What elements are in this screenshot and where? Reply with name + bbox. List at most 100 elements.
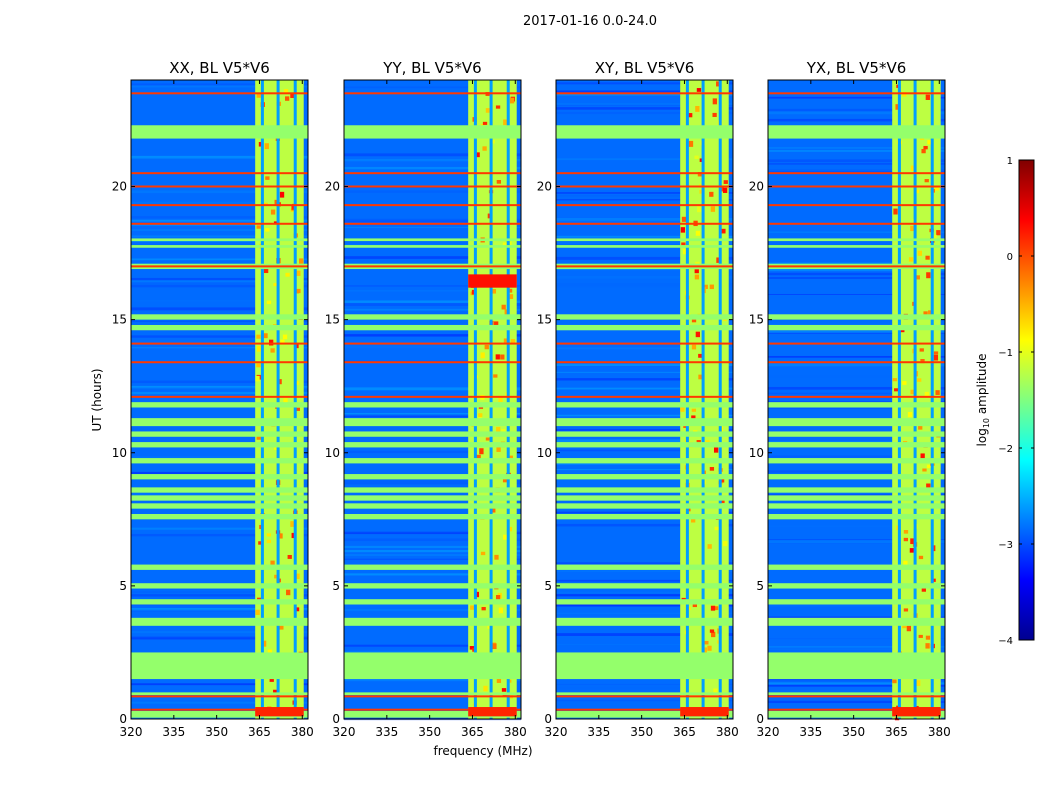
x-tick-label: 350	[630, 725, 653, 739]
y-tick-label: 5	[756, 579, 764, 593]
flagged-time-band	[131, 495, 308, 501]
noise-row	[556, 107, 733, 110]
noise-row	[344, 308, 521, 311]
rfi-line	[131, 172, 308, 175]
flagged-time-band	[344, 692, 521, 696]
flagged-time-band	[556, 652, 733, 680]
rfi-cell	[282, 334, 288, 340]
rfi-cell	[694, 155, 699, 159]
rfi-cell	[290, 92, 295, 99]
rfi-channel-gap	[506, 80, 510, 719]
flagged-time-band	[344, 564, 521, 570]
noise-row	[556, 683, 733, 686]
rfi-line	[556, 265, 733, 268]
rfi-cell	[507, 288, 513, 293]
y-tick-label: 0	[332, 712, 340, 726]
rfi-cell	[496, 426, 501, 432]
noise-row	[344, 609, 521, 612]
x-tick-label: 380	[716, 725, 739, 739]
x-tick-label: 365	[248, 725, 271, 739]
colorbar-tick-label: 1	[1007, 156, 1013, 167]
flagged-time-band	[556, 431, 733, 437]
rfi-cell	[283, 398, 288, 404]
rfi-cell	[263, 267, 269, 274]
rfi-cell	[287, 554, 292, 559]
noise-row	[344, 86, 521, 88]
noise-row	[131, 284, 308, 288]
rfi-cell	[680, 227, 686, 233]
rfi-line	[768, 222, 945, 225]
noise-row	[556, 82, 733, 85]
rfi-cell	[285, 272, 290, 277]
noise-row	[344, 303, 521, 306]
flagged-time-band	[556, 458, 733, 464]
flagged-time-band	[768, 513, 945, 520]
rfi-cell	[710, 605, 716, 611]
rfi-cell	[713, 688, 718, 695]
rfi-cell	[924, 391, 929, 398]
rfi-line	[768, 708, 945, 711]
rfi-cell	[501, 304, 506, 310]
rfi-cell	[509, 97, 515, 104]
rfi-cell	[691, 517, 696, 523]
rfi-cell	[503, 119, 508, 126]
noise-row	[344, 482, 521, 485]
rfi-cell	[255, 609, 260, 615]
flagged-time-band	[131, 617, 308, 626]
rfi-cell	[917, 250, 922, 256]
colorbar	[1018, 159, 1035, 641]
noise-row	[556, 241, 733, 244]
rfi-cell	[927, 140, 932, 145]
rfi-cell	[490, 139, 495, 144]
rfi-cell	[695, 230, 701, 236]
rfi-cell	[296, 288, 301, 294]
noise-row	[131, 591, 308, 593]
rfi-cell	[680, 406, 685, 412]
rfi-cell	[907, 412, 913, 418]
noise-row	[131, 201, 308, 204]
noise-row	[768, 700, 945, 704]
noise-row	[556, 103, 733, 106]
rfi-cell	[894, 388, 899, 392]
noise-row	[556, 217, 733, 221]
noise-row	[344, 550, 521, 553]
flagged-time-band	[556, 314, 733, 320]
flagged-time-band	[556, 692, 733, 696]
rfi-line	[768, 204, 945, 207]
noise-row	[556, 347, 733, 350]
rfi-cell	[495, 105, 501, 109]
rfi-cell	[470, 605, 475, 610]
noise-row	[131, 219, 308, 222]
y-tick-label: 15	[325, 313, 340, 327]
flagged-time-band	[344, 711, 521, 718]
rfi-cell	[917, 378, 922, 382]
y-tick-label: 10	[325, 446, 340, 460]
noise-row	[344, 226, 521, 229]
rfi-cell	[483, 685, 488, 692]
rfi-cell	[932, 234, 937, 240]
rfi-cell	[716, 257, 721, 263]
noise-row	[131, 280, 308, 282]
rfi-cell	[915, 275, 920, 280]
noise-row	[344, 219, 521, 223]
flagged-time-band	[556, 245, 733, 248]
noise-row	[131, 229, 308, 231]
noise-row	[768, 111, 945, 115]
noise-row	[556, 699, 733, 702]
flagged-time-band	[768, 238, 945, 242]
noise-row	[131, 235, 308, 238]
panel-title: XX, BL V5*V6	[169, 59, 270, 77]
rfi-cell	[710, 206, 716, 212]
rfi-line	[344, 361, 521, 364]
noise-row	[768, 108, 945, 112]
rfi-cell	[909, 548, 915, 553]
rfi-cell	[902, 624, 907, 629]
rfi-line	[131, 92, 308, 95]
rfi-cell	[903, 537, 908, 542]
rfi-cell	[919, 348, 924, 352]
flagged-time-band	[768, 245, 945, 248]
rfi-cell	[920, 359, 925, 364]
noise-row	[344, 573, 521, 576]
noise-row	[556, 633, 733, 636]
flagged-time-band	[556, 617, 733, 626]
